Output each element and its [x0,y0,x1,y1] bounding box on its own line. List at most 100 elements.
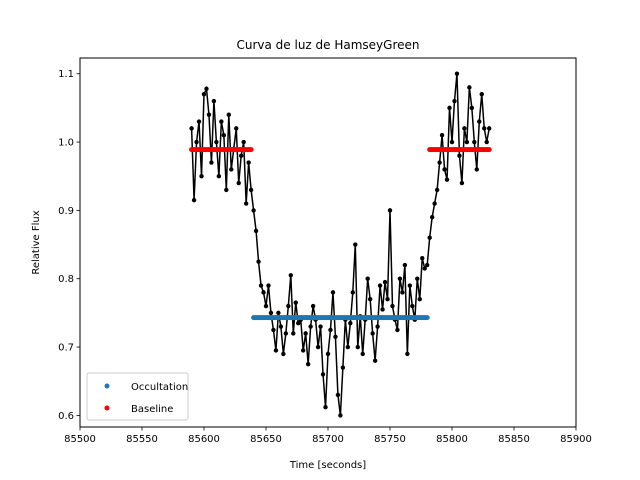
flux-point [241,139,246,145]
flux-point [350,290,355,295]
y-axis: 0.6 0.7 0.8 0.9 1.0 1.1 [58,69,80,422]
flux-point [199,174,204,179]
flux-point [219,119,224,124]
flux-point [263,303,269,309]
flux-point [221,133,227,138]
flux-point [479,92,484,97]
x-tick-label: 85900 [560,434,592,445]
flux-point [452,98,457,104]
flux-point [189,126,194,131]
flux-point [283,331,289,336]
flux-point [296,320,301,326]
flux-point [323,404,328,410]
flux-point [305,361,311,367]
flux-point [348,320,353,326]
flux-point [209,160,214,165]
x-tick-label: 85800 [436,434,468,445]
flux-point [415,276,420,281]
flux-point [425,262,430,268]
flux-point [464,139,470,145]
flux-point [246,160,251,165]
chart-title: Curva de luz de HamseyGreen [236,38,419,52]
flux-point [397,276,403,281]
y-tick-label: 1.0 [58,138,74,149]
flux-point [467,85,472,90]
flux-point [407,283,413,288]
flux-point [355,344,360,350]
flux-point [258,283,264,288]
flux-point [253,228,259,234]
flux-point [474,167,479,172]
flux-point [261,290,266,295]
x-tick-label: 85850 [498,434,530,445]
baseline-point [248,147,254,153]
flux-point [288,273,293,278]
flux-point [291,331,296,336]
flux-point [367,297,373,302]
x-tick-label: 85750 [374,434,406,445]
flux-point [286,303,291,309]
flux-point [487,126,492,131]
flux-point [320,372,326,377]
flux-point [293,300,298,305]
flux-point [248,187,254,193]
flux-point [402,262,408,268]
flux-point [372,358,378,363]
flux-point [462,126,467,131]
flux-point [390,303,395,309]
y-tick-label: 0.9 [58,206,74,217]
flux-point [429,215,435,220]
flux-point [318,324,323,329]
flux-point [216,174,222,179]
legend-marker-occultation [104,383,110,389]
flux-point [204,86,209,91]
flux-point [330,290,336,295]
flux-point [345,344,351,350]
flux-point [353,242,358,247]
flux-point [310,303,316,309]
flux-point [229,167,234,172]
flux-point [444,177,450,182]
x-tick-label: 85500 [64,434,96,445]
flux-point [420,256,425,261]
flux-point [382,279,388,285]
x-tick-label: 85600 [188,434,220,445]
flux-point [214,139,219,145]
flux-point [308,324,313,329]
legend-label-baseline: Baseline [131,404,173,415]
occultation-point [424,315,430,321]
flux-point [422,266,427,271]
flux-point [273,348,279,353]
flux-point [266,283,271,288]
x-tick-label: 85550 [126,434,158,445]
flux-point [427,235,432,240]
flux-point [243,201,249,206]
x-axis-label: Time [seconds] [289,460,366,471]
flux-point [239,153,244,158]
flux-point [206,112,212,117]
flux-point [234,126,239,131]
flux-point [226,112,231,117]
flux-point [365,276,370,281]
flux-point [278,324,284,329]
x-tick-label: 85650 [250,434,282,445]
flux-point [377,283,383,288]
flux-point [472,139,477,145]
flux-point [338,413,343,418]
flux-point [375,324,380,329]
flux-point [459,180,465,186]
y-tick-label: 1.1 [58,69,74,80]
x-axis: 85500 85550 85600 85650 85700 85750 85800 85850… [64,427,592,445]
flux-point [400,290,405,295]
flux-point [271,327,276,333]
flux-point [380,307,385,312]
flux-point [315,344,321,350]
flux-point [434,187,440,193]
flux-point [469,105,475,111]
legend-box [86,372,189,421]
flux-point [201,92,207,97]
plot-area [189,71,492,418]
flux-point [281,351,286,357]
flux-point [236,180,241,186]
